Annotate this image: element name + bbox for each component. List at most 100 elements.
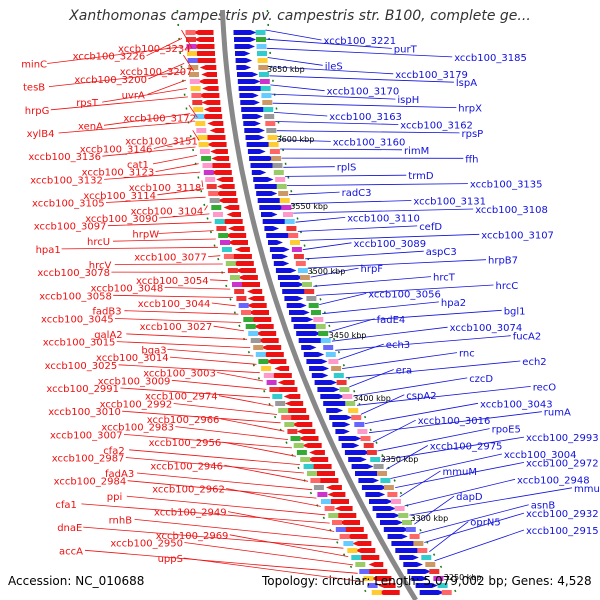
left-label-connector: [136, 472, 313, 491]
left-gene-arrow: [260, 352, 284, 357]
left-gene-arrow: [265, 359, 287, 364]
right-category-block: [394, 506, 405, 511]
left-category-block: [245, 324, 256, 329]
left-gene-arrow: [202, 86, 219, 91]
right-category-block: [370, 457, 381, 462]
left-gene-arrow: [352, 541, 372, 546]
right-gene-arrow: [259, 205, 286, 210]
right-category-block: [288, 233, 299, 238]
right-gene-arrow: [277, 275, 304, 280]
left-gene-label: xccb100_3054: [136, 276, 209, 287]
right-gene-label: xccb100_3162: [400, 121, 473, 132]
right-gene-arrow: [301, 345, 317, 350]
left-gene-arrow: [210, 149, 228, 154]
right-gene-arrow: [320, 394, 345, 399]
right-gene-label: hrpX: [458, 104, 482, 115]
right-gene-arrow: [317, 387, 340, 392]
right-label-connector: [335, 335, 511, 351]
right-gene-arrow: [403, 562, 423, 567]
left-gene-label: xccb100_2949: [154, 508, 227, 519]
right-gene-label: hrpF: [361, 264, 384, 275]
left-label-connector: [81, 503, 330, 524]
left-label-connector: [204, 205, 208, 211]
right-gene-arrow: [269, 247, 290, 252]
right-label-connector: [325, 309, 502, 324]
left-category-block: [339, 534, 350, 539]
gene-feature-layer: [185, 30, 452, 595]
left-gene-label: hrcU: [87, 237, 110, 248]
left-label-connector: [125, 457, 304, 474]
left-gene-arrow: [284, 401, 304, 406]
left-category-block: [363, 576, 374, 581]
kbp-mark: 3400 kbp: [353, 394, 391, 403]
right-gene-arrow: [419, 590, 445, 595]
right-label-connector: [331, 326, 448, 342]
right-category-block: [380, 478, 391, 483]
right-label-connector: [356, 386, 531, 406]
right-gene-arrow: [261, 212, 278, 217]
right-category-block: [297, 268, 308, 273]
right-label-connector: [345, 360, 521, 379]
left-gene-arrow: [209, 128, 225, 133]
left-gene-label: dnaE: [57, 523, 82, 534]
left-category-block: [188, 65, 199, 70]
right-gene-label: hrcT: [433, 273, 456, 284]
right-gene-label: rpoE5: [492, 425, 521, 436]
right-category-block: [279, 198, 290, 203]
right-label-connector: [295, 217, 346, 223]
right-category-block: [267, 135, 278, 140]
right-label-connector: [353, 377, 468, 397]
right-gene-label: bgl1: [504, 306, 526, 317]
right-gene-label: xccb100_3160: [333, 137, 406, 148]
left-gene-arrow: [192, 44, 215, 49]
left-gene-label: xccb100_2992: [100, 400, 173, 411]
left-gene-label: cfa1: [55, 500, 77, 511]
right-category-block: [315, 324, 326, 329]
right-label-connector: [269, 75, 454, 83]
right-category-block: [262, 100, 273, 105]
left-gene-arrow: [203, 107, 222, 112]
left-category-block: [223, 254, 234, 259]
left-label-connector: [123, 434, 293, 449]
left-label-connector: [126, 333, 248, 340]
left-gene-arrow: [257, 338, 279, 343]
right-category-block: [441, 590, 452, 595]
left-category-block: [317, 492, 328, 497]
left-gene-label: xccb100_3114: [83, 191, 156, 202]
right-category-block: [377, 471, 387, 476]
kbp-mark: 3600 kbp: [277, 135, 315, 144]
right-gene-arrow: [306, 359, 328, 364]
right-category-block: [333, 373, 344, 378]
left-gene-label: xccb100_2983: [101, 423, 174, 434]
right-category-block: [308, 303, 319, 308]
right-gene-label: xccb100_3221: [324, 36, 397, 47]
right-gene-arrow: [236, 65, 252, 70]
right-gene-arrow: [399, 555, 419, 560]
left-gene-arrow: [306, 457, 329, 462]
right-gene-arrow: [289, 310, 310, 315]
left-gene-label: xccb100_3226: [73, 52, 146, 63]
left-category-block: [351, 555, 362, 560]
right-label-connector: [300, 233, 480, 241]
left-category-block: [343, 541, 354, 546]
right-category-block: [286, 226, 297, 231]
right-label-connector: [268, 66, 394, 75]
right-gene-label: cefD: [419, 222, 442, 233]
kbp-mark: 3500 kbp: [308, 267, 346, 276]
right-gene-arrow: [241, 107, 270, 112]
left-label-connector: [148, 63, 185, 80]
kbp-mark: 3550 kbp: [290, 202, 328, 211]
right-gene-arrow: [296, 331, 322, 336]
right-category-block: [417, 548, 428, 553]
left-label-connector: [208, 255, 221, 257]
right-gene-arrow: [273, 261, 290, 266]
left-label-connector: [47, 46, 183, 64]
right-label-connector: [409, 487, 573, 516]
left-gene-arrow: [217, 198, 238, 203]
right-label-connector: [319, 293, 367, 305]
right-gene-arrow: [245, 135, 265, 140]
left-label-connector: [164, 287, 231, 290]
right-label-connector: [279, 148, 403, 151]
left-category-block: [234, 289, 245, 294]
left-category-block: [236, 296, 247, 301]
